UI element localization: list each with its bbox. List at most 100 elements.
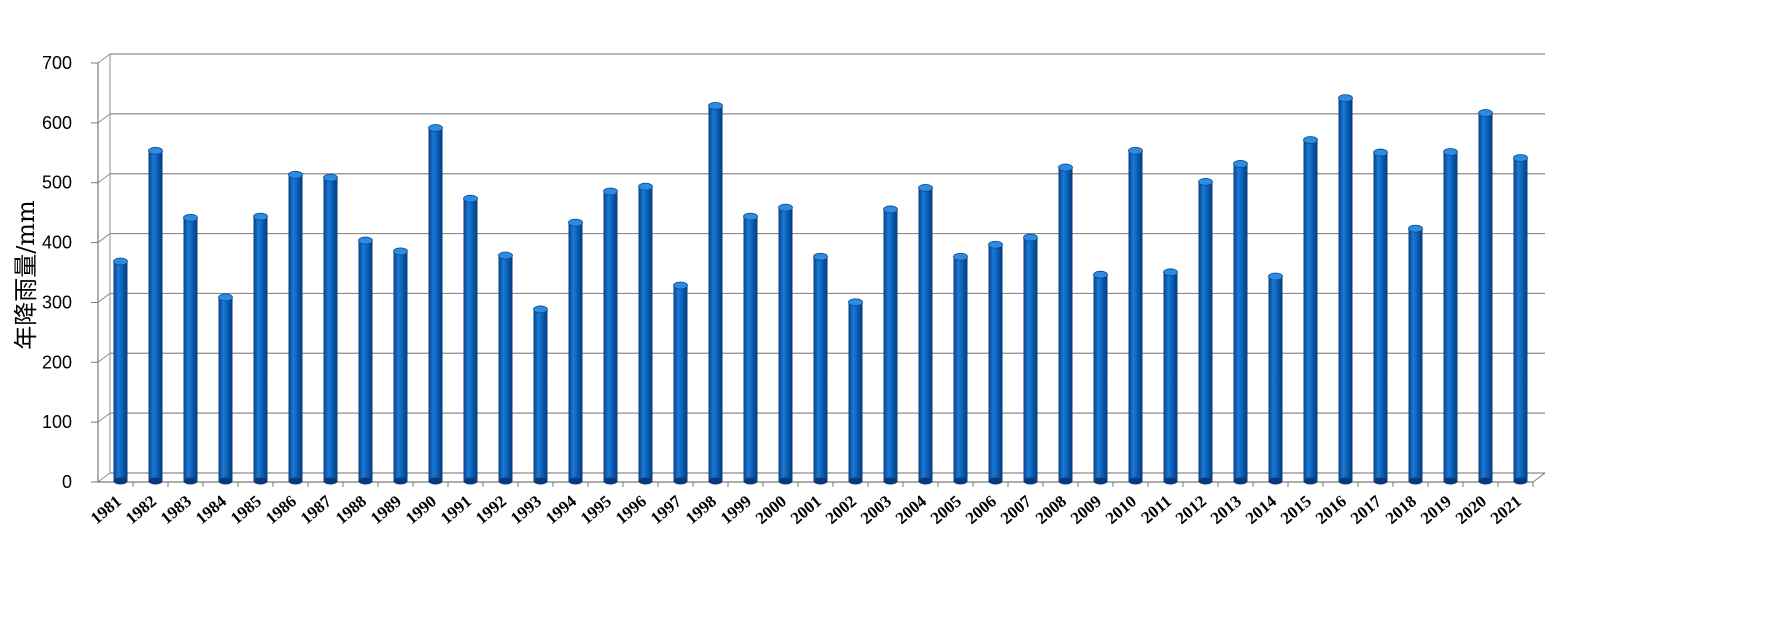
y-tick-label: 0 xyxy=(62,472,72,492)
bar xyxy=(1268,272,1283,485)
gridline-depth xyxy=(97,412,111,423)
x-tick-label: 2013 xyxy=(1207,492,1245,528)
bar xyxy=(1058,163,1073,485)
x-tick-label: 2016 xyxy=(1312,492,1350,528)
bar xyxy=(1128,146,1143,485)
bar xyxy=(428,124,443,485)
gridline-depth xyxy=(97,113,111,124)
x-tick-label: 2010 xyxy=(1102,492,1140,528)
x-tick-label: 1993 xyxy=(507,492,545,528)
gridline-depth xyxy=(97,293,111,303)
x-tick-label: 2018 xyxy=(1382,492,1420,528)
gridline-depth xyxy=(97,173,111,184)
x-tick-label: 2020 xyxy=(1452,492,1490,528)
bar xyxy=(1513,154,1528,485)
bar xyxy=(1198,178,1213,485)
bar xyxy=(1163,268,1178,485)
bar xyxy=(113,257,128,485)
bar xyxy=(183,213,198,485)
x-tick-label: 1994 xyxy=(542,491,581,528)
bar xyxy=(1443,148,1458,485)
x-tick-label: 2004 xyxy=(892,491,931,528)
x-tick-label: 1997 xyxy=(647,491,686,528)
x-tick-label: 2008 xyxy=(1032,492,1070,528)
bar xyxy=(918,183,933,485)
x-tick-label: 2001 xyxy=(787,492,825,528)
bar xyxy=(708,101,723,485)
bar xyxy=(1303,136,1318,485)
x-tick-label: 1992 xyxy=(472,492,510,528)
x-tick-label: 1988 xyxy=(332,492,370,528)
y-tick-label: 200 xyxy=(42,352,72,372)
x-tick-label: 2017 xyxy=(1347,491,1386,528)
bars xyxy=(113,94,1528,485)
x-tick-label: 1991 xyxy=(437,492,475,528)
x-tick-label: 1986 xyxy=(262,492,300,528)
bar xyxy=(1478,109,1493,485)
bar xyxy=(813,252,828,485)
bar xyxy=(358,236,373,485)
x-tick-label: 2002 xyxy=(822,492,860,528)
x-tick-label: 2003 xyxy=(857,492,895,528)
bar xyxy=(778,203,793,485)
x-tick-labels: 1981198219831984198519861987198819891990… xyxy=(87,491,1525,528)
x-tick-label: 1984 xyxy=(192,491,231,528)
x-tick-label: 1995 xyxy=(577,492,615,528)
bar xyxy=(953,252,968,485)
bar xyxy=(603,187,618,485)
y-tick-label: 600 xyxy=(42,113,72,133)
gridline-depth xyxy=(97,472,111,483)
bar xyxy=(568,218,583,485)
x-tick-label: 2015 xyxy=(1277,492,1315,528)
bar xyxy=(638,182,653,485)
y-axis-label: 年降雨量/mm xyxy=(12,200,40,350)
x-tick-label: 2007 xyxy=(997,491,1036,528)
y-tick-label: 300 xyxy=(42,292,72,312)
bar xyxy=(673,281,688,485)
x-tick-label: 1989 xyxy=(367,492,405,528)
x-tick-label: 2005 xyxy=(927,492,965,528)
x-tick-label: 2021 xyxy=(1487,492,1525,528)
bar xyxy=(148,146,163,485)
bar xyxy=(393,247,408,485)
x-tick-label: 1998 xyxy=(682,492,720,528)
bar xyxy=(1233,160,1248,485)
x-tick-label: 1987 xyxy=(297,491,336,528)
bar xyxy=(323,173,338,485)
x-tick-label: 2000 xyxy=(752,492,790,528)
y-tick-label: 700 xyxy=(42,53,72,73)
bar xyxy=(253,212,268,485)
y-tick-label: 500 xyxy=(42,173,72,193)
bar xyxy=(1408,224,1423,485)
bar xyxy=(218,293,233,485)
x-tick-label: 1999 xyxy=(717,492,755,528)
bar xyxy=(463,194,478,485)
y-tick-labels: 0 100 200 300 400 500 600 700 xyxy=(42,53,72,492)
bar xyxy=(1023,233,1038,485)
bar xyxy=(288,170,303,485)
x-tick-label: 2014 xyxy=(1242,491,1281,528)
x-tick-label: 2012 xyxy=(1172,492,1210,528)
bar xyxy=(848,298,863,485)
bar xyxy=(533,305,548,485)
x-tick-label: 2009 xyxy=(1067,492,1105,528)
x-tick-label: 1996 xyxy=(612,492,650,528)
x-tick-label: 2006 xyxy=(962,492,1000,528)
x-tick-label: 1990 xyxy=(402,492,440,528)
y-tick-label: 100 xyxy=(42,412,72,432)
x-axis-depth xyxy=(1532,472,1546,483)
x-tick-label: 1982 xyxy=(122,492,160,528)
bar xyxy=(1373,148,1388,485)
bar xyxy=(1338,94,1353,485)
gridline-depth xyxy=(97,352,111,363)
bar xyxy=(1093,270,1108,485)
bar xyxy=(498,251,513,485)
x-tick-label: 1983 xyxy=(157,492,195,528)
x-tick-label: 1985 xyxy=(227,492,265,528)
gridline-depth xyxy=(97,233,111,243)
gridline-depth xyxy=(97,53,111,64)
bar xyxy=(988,240,1003,485)
x-tick-label: 1981 xyxy=(87,492,125,528)
